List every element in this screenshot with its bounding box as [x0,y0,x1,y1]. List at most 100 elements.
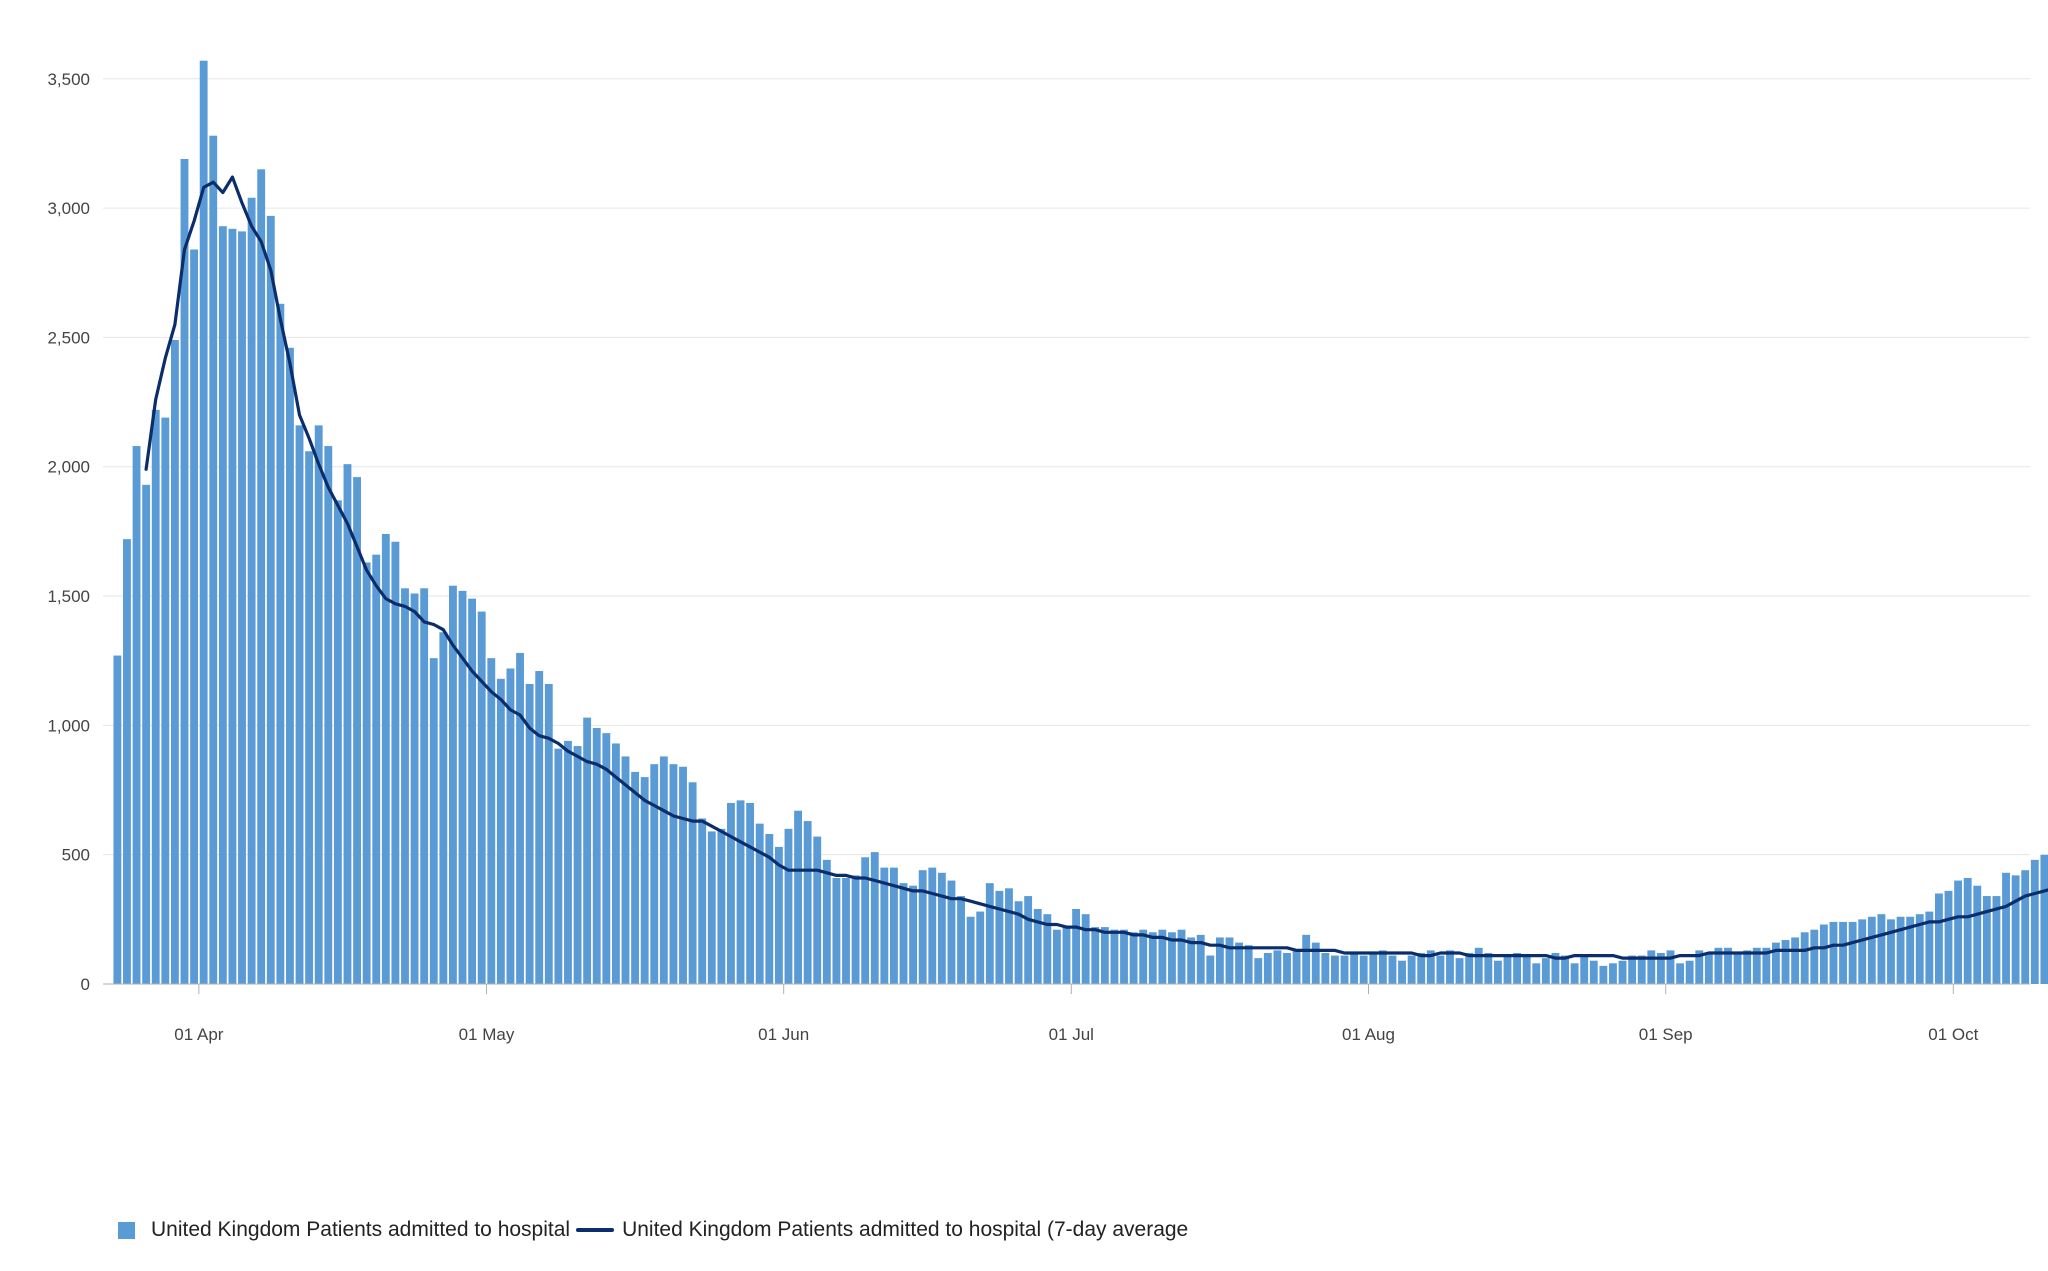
bar[interactable] [1033,908,1042,984]
bar[interactable] [1609,963,1617,984]
bar[interactable] [1666,950,1675,984]
bar[interactable] [1321,952,1330,984]
bar[interactable] [1839,921,1847,984]
bar[interactable] [1110,929,1119,984]
bar[interactable] [1513,952,1522,984]
bar[interactable] [477,611,486,984]
bar[interactable] [1206,955,1215,984]
bar[interactable] [1781,940,1790,984]
bar[interactable] [1474,947,1483,984]
bar[interactable] [1302,934,1311,984]
bar[interactable] [1024,896,1033,984]
bar[interactable] [429,658,438,984]
bar[interactable] [765,833,774,984]
bar[interactable] [688,782,697,984]
bar[interactable] [2030,859,2039,984]
bar[interactable] [669,764,678,984]
bar[interactable] [650,764,659,984]
bar[interactable] [1752,947,1761,984]
bar[interactable] [985,883,994,984]
bar[interactable] [506,668,515,984]
bar[interactable] [1120,929,1128,984]
bar[interactable] [1455,958,1464,984]
bar[interactable] [1148,932,1157,984]
bar[interactable] [381,533,390,984]
bar[interactable] [1407,955,1416,984]
bar[interactable] [717,828,726,984]
bar[interactable] [410,593,419,984]
bar[interactable] [458,590,467,984]
bar[interactable] [333,500,342,984]
bar[interactable] [1177,929,1186,984]
bar[interactable] [1359,955,1368,984]
bar[interactable] [1369,952,1378,984]
bar[interactable] [1819,924,1828,984]
bar[interactable] [372,554,381,984]
bar[interactable] [1196,934,1205,984]
bar[interactable] [1436,955,1445,984]
bar[interactable] [1398,960,1406,984]
bar[interactable] [151,409,160,985]
bar[interactable] [257,169,266,984]
bar[interactable] [1465,952,1474,984]
bar[interactable] [1062,927,1071,984]
bar[interactable] [928,867,937,984]
bar[interactable] [564,740,572,984]
bar[interactable] [583,717,592,984]
bar[interactable] [1704,952,1713,984]
bar[interactable] [314,425,323,985]
bar[interactable] [1426,950,1435,984]
bar[interactable] [1724,947,1732,984]
bar[interactable] [1283,952,1291,984]
bar[interactable] [1887,919,1895,984]
bar[interactable] [1446,950,1454,984]
bar[interactable] [736,800,745,984]
bar[interactable] [1647,950,1656,984]
bar[interactable] [1532,963,1541,984]
bar[interactable] [142,484,151,984]
bar[interactable] [1484,952,1493,984]
bar[interactable] [1388,955,1397,984]
bar[interactable] [1005,888,1013,984]
bar[interactable] [391,541,400,984]
bar[interactable] [976,911,985,984]
bar[interactable] [276,303,285,984]
bar[interactable] [1896,916,1905,984]
bar[interactable] [1168,932,1176,984]
bar[interactable] [803,821,812,984]
bar[interactable] [918,870,927,984]
bar[interactable] [401,588,409,984]
bar[interactable] [1014,901,1023,984]
bar[interactable] [2011,875,2020,984]
bar[interactable] [1158,929,1167,984]
bar[interactable] [1254,958,1263,984]
bar[interactable] [190,249,199,984]
bar[interactable] [468,598,477,984]
bar[interactable] [1982,896,1991,984]
bar[interactable] [707,831,716,984]
bar[interactable] [1944,890,1953,984]
bar[interactable] [1695,950,1704,984]
bar[interactable] [1762,947,1771,984]
bar[interactable] [774,846,783,984]
bar[interactable] [2002,872,2010,984]
bar[interactable] [813,836,822,984]
bar[interactable] [746,802,755,984]
bar[interactable] [1618,960,1627,984]
bar[interactable] [995,890,1004,984]
bar[interactable] [1858,919,1867,984]
bar[interactable] [621,756,630,984]
bar[interactable] [631,771,640,984]
bar[interactable] [1522,955,1531,984]
bar[interactable] [199,60,208,984]
bar[interactable] [1877,914,1886,984]
bar[interactable] [880,867,889,984]
bar[interactable] [1954,880,1963,984]
bar[interactable] [755,823,764,984]
bar[interactable] [870,852,879,984]
bar[interactable] [295,425,304,985]
bar[interactable] [1589,960,1598,984]
bar[interactable] [1503,955,1512,984]
bar[interactable] [448,585,457,984]
bar[interactable] [1541,958,1550,984]
